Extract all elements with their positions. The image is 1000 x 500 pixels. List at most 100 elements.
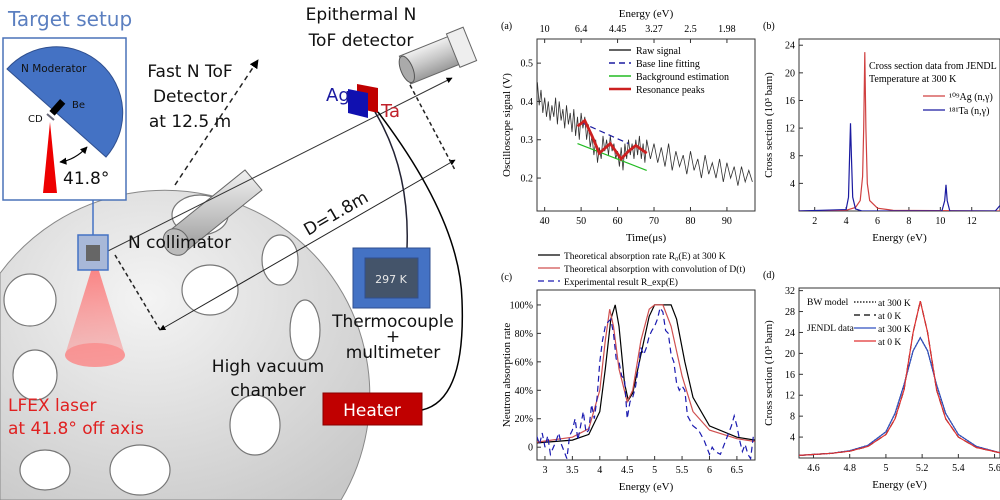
top-tick-label: 4.45: [609, 24, 627, 35]
epithermal-detector: [398, 26, 478, 85]
legend-group-label: JENDL data: [807, 324, 855, 334]
plot-frame: [536, 289, 756, 461]
y-tick-label: 40%: [515, 386, 533, 397]
top-tick-label: 2.5: [684, 24, 697, 35]
y-tick-label: 20: [785, 68, 795, 79]
y-axis-label: Cross section (10³ barn): [763, 72, 775, 178]
chamber-label: chamber: [230, 381, 305, 401]
series-group: [799, 300, 1000, 456]
laser-cone: [65, 258, 125, 367]
panel-label: (d): [763, 270, 775, 281]
chart-panel: (a) 40 50 60 70 80 90 0.2 0.3 0.4 0.5 Time(μs) Oscil…: [501, 8, 756, 244]
y-tick-label: 24: [785, 328, 795, 339]
series-line: [799, 123, 1000, 211]
epithermal-detector-label: Epithermal N: [306, 5, 417, 25]
chart-panel: (d) 4.6 4.8 5 5.2 5.4 5.6 4 8 12 16 20 24 28 32 Energy …: [763, 270, 1000, 491]
x-axis-label: Energy (eV): [872, 232, 927, 244]
x-tick-label: 4: [597, 465, 602, 476]
legend-label: ¹⁰⁹Ag (n,γ): [949, 92, 993, 103]
thermocouple-label: multimeter: [346, 343, 441, 363]
x-tick-label: 3: [542, 465, 547, 476]
target-setup-title: Target setup: [7, 7, 132, 31]
moderator-label: N Moderator: [21, 63, 87, 75]
legend-group-label: BW model: [807, 298, 849, 308]
distance-marker-line: [409, 84, 456, 171]
plot-frame: [798, 287, 1000, 459]
laser-label: at 41.8° off axis: [8, 419, 144, 439]
heater-wire: [377, 111, 464, 411]
be-block: [49, 99, 66, 116]
fast-detector-direction: [174, 59, 259, 186]
fast-detector-label: Fast N ToF: [147, 62, 232, 82]
panel-label: (c): [501, 272, 512, 283]
charts: (a)40 50 60 70 80 900.20.30.40.5Time(μs)Oscil…: [501, 8, 1000, 493]
chamber-port: [12, 349, 58, 401]
experimental-setup-diagram: Target setup N Moderator Be CD 41.8° Fas…: [0, 5, 478, 500]
x-tick-label: 5.5: [676, 465, 689, 476]
x-tick-label: 70: [649, 216, 659, 227]
y-tick-label: 16: [785, 370, 795, 381]
y-tick-label: 12: [785, 391, 795, 402]
legend-label: Theoretical absorption rate R₀(E) at 300…: [564, 251, 726, 262]
panel-label: (b): [763, 21, 775, 32]
target-cube: [77, 234, 109, 271]
thermocouple-label: Thermocouple: [331, 312, 454, 332]
series-group: [799, 52, 1000, 211]
y-tick-label: 8: [790, 412, 795, 423]
y-tick-label: 0.2: [521, 174, 534, 185]
x-tick-label: 2: [812, 216, 817, 227]
y-tick-label: 24: [785, 41, 795, 52]
x-tick-label: 80: [685, 216, 695, 227]
laser-label: LFEX laser: [8, 396, 97, 416]
be-label: Be: [72, 100, 85, 111]
x-axis-label: Time(μs): [626, 232, 667, 244]
y-tick-label: 0: [528, 443, 533, 454]
x-tick-label: 3.5: [566, 465, 579, 476]
x-tick-label: 5: [883, 463, 888, 474]
angle-label: 41.8°: [63, 169, 109, 189]
angle-arrow: [59, 146, 88, 165]
x-tick-label: 10: [935, 216, 945, 227]
y-axis-label: Oscilloscope signal (V): [501, 73, 513, 177]
y-tick-label: 0.5: [521, 59, 534, 70]
chamber-port: [19, 449, 71, 491]
series-line: [799, 300, 1000, 456]
legend-label: at 300 K: [878, 325, 911, 335]
x-tick-label: 60: [613, 216, 623, 227]
x-tick-label: 5.6: [988, 463, 1000, 474]
chamber-port: [289, 299, 321, 361]
annotation: Cross section data from JENDL: [869, 61, 997, 72]
top-tick-label: 1.98: [718, 24, 736, 35]
cd-label: CD: [28, 114, 43, 125]
plot-frame: [536, 38, 756, 212]
legend-label: Theoretical absorption with convolution …: [564, 264, 745, 275]
legend-label: at 0 K: [878, 312, 901, 322]
y-tick-label: 0.4: [521, 97, 534, 108]
x-tick-label: 40: [540, 216, 550, 227]
top-tick-label: 6.4: [575, 24, 588, 35]
x-tick-label: 6.5: [731, 465, 744, 476]
y-tick-label: 16: [785, 96, 795, 107]
legend-label: Resonance peaks: [636, 85, 705, 96]
chamber-port: [261, 234, 299, 286]
x-tick-label: 4.6: [807, 463, 820, 474]
x-tick-label: 5.2: [916, 463, 929, 474]
y-tick-label: 20: [785, 349, 795, 360]
series-line: [537, 304, 755, 444]
legend-label: Background estimation: [636, 72, 729, 83]
x-tick-label: 5: [652, 465, 657, 476]
y-tick-label: 20%: [515, 414, 533, 425]
top-axis-label: Energy (eV): [619, 8, 674, 20]
chamber-port: [229, 394, 281, 456]
y-tick-label: 8: [790, 151, 795, 162]
x-tick-label: 8: [906, 216, 911, 227]
y-axis-label: Neutron absorption rate: [501, 323, 513, 428]
y-tick-label: 4: [790, 179, 795, 190]
series-line: [799, 336, 1000, 456]
ta-label: Ta: [380, 101, 400, 122]
series-group: [537, 304, 755, 460]
heater: Heater: [322, 392, 423, 426]
fast-detector-label: at 12.5 m: [149, 112, 231, 132]
n-moderator: [6, 46, 124, 158]
